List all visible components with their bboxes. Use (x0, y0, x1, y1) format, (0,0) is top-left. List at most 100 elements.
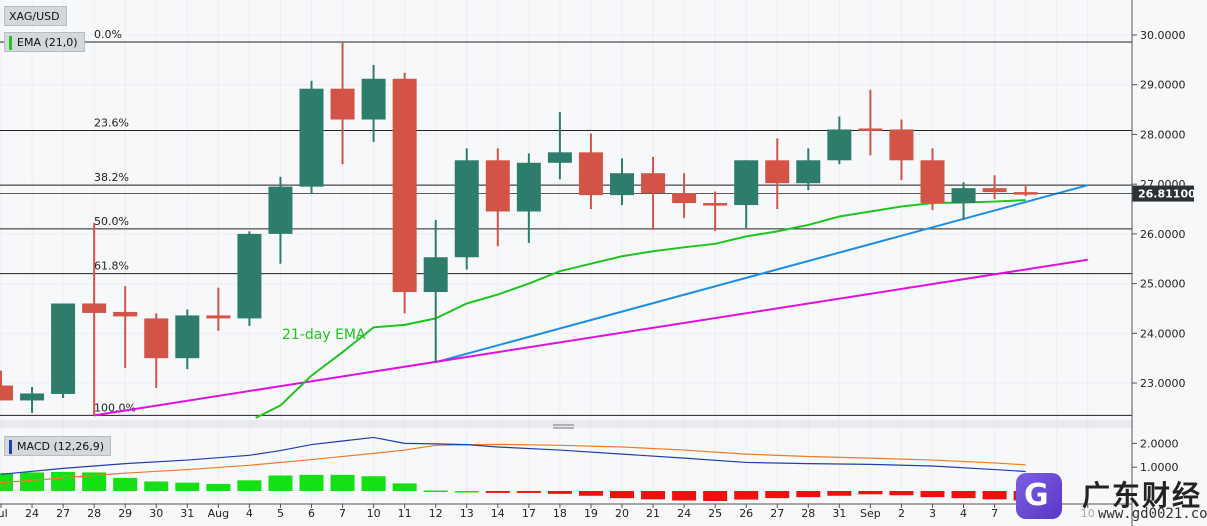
candle-body (423, 257, 448, 293)
macd-histogram-bar (20, 472, 45, 491)
x-tick-label: 4 (960, 507, 967, 520)
ema21-line (255, 199, 1026, 419)
x-tick-label: 13 (460, 507, 474, 520)
candle-body (827, 129, 852, 161)
candle-body (734, 160, 759, 206)
ema-legend: EMA (21,0) (4, 32, 85, 52)
lower-trend-line (93, 258, 1088, 417)
macd-histogram-bar (578, 491, 603, 496)
macd-histogram-bar (206, 483, 231, 491)
ema-annotation-label: 21-day EMA (282, 327, 366, 343)
x-tick-label: 24 (677, 507, 691, 520)
macd-tick-label: 1.0000 (1140, 461, 1179, 474)
candle-body (516, 162, 541, 212)
fibonacci-level-label: 50.0% (94, 215, 129, 228)
y-tick-label: 26.0000 (1140, 228, 1186, 241)
x-tick-label: 31 (180, 507, 194, 520)
macd-histogram-bar (858, 491, 883, 495)
macd-histogram-bar (454, 491, 479, 493)
price-tag-value: 26.81100 (1138, 188, 1196, 201)
candle-body (578, 152, 603, 196)
macd-histogram-bar (516, 491, 541, 493)
x-tick-label: 24 (25, 507, 39, 520)
x-tick-label: 6 (308, 507, 315, 520)
candle-body (454, 160, 479, 258)
x-tick-label: Aug (208, 507, 229, 520)
candle-body (982, 188, 1007, 193)
macd-histogram-bar (330, 474, 355, 491)
price-tag-box (1132, 185, 1194, 202)
candle-body (144, 318, 169, 359)
x-tick-label: 28 (801, 507, 815, 520)
macd-histogram-bar (144, 481, 169, 491)
x-tick-label: 29 (118, 507, 132, 520)
candle-body (858, 128, 883, 131)
macd-histogram-bar (951, 491, 976, 499)
candle-body (485, 160, 510, 212)
y-tick-label: 29.0000 (1140, 79, 1186, 92)
fibonacci-level-label: 61.8% (94, 260, 129, 273)
macd-histogram-bar (361, 476, 386, 491)
x-tick-label: 4 (246, 507, 253, 520)
macd-histogram-bar (485, 491, 510, 493)
macd-histogram-bar (268, 475, 293, 491)
macd-legend: MACD (12,26,9) (4, 436, 112, 456)
macd-histogram-bar (175, 482, 200, 491)
y-tick-label: 25.0000 (1140, 278, 1186, 291)
fibonacci-level-label: 38.2% (94, 171, 129, 184)
candle-body (672, 193, 697, 204)
x-tick-label: 10 (367, 507, 381, 520)
macd-histogram-bar (641, 491, 666, 500)
macd-histogram-bar (734, 491, 759, 500)
x-tick-label: 28 (87, 507, 101, 520)
candle-body (951, 188, 976, 204)
x-tick-label: 25 (708, 507, 722, 520)
macd-histogram-bar (982, 491, 1007, 500)
macd-histogram-bar (547, 491, 572, 494)
macd-signal-line (0, 443, 1026, 484)
x-tick-label: 10 (1081, 507, 1095, 520)
watermark-url: www.gd0021.com (1098, 506, 1207, 522)
candle-body (299, 88, 324, 187)
panel-separator (0, 420, 1132, 428)
x-tick-label: Sep (860, 507, 881, 520)
x-tick-label: 27 (770, 507, 784, 520)
x-tick-label: 18 (553, 507, 567, 520)
candle-body (1013, 192, 1038, 195)
candle-body (610, 173, 634, 196)
candle-body (113, 311, 138, 317)
fibonacci-level-label: 0.0% (94, 28, 122, 41)
price-axis-area (1132, 0, 1207, 526)
macd-tick-label: 2.0000 (1140, 437, 1179, 450)
candle-body (0, 385, 13, 401)
candle-body (765, 160, 790, 184)
x-tick-label: 27 (56, 507, 70, 520)
candle-body (20, 393, 45, 401)
macd-histogram-bar (889, 491, 914, 496)
y-tick-label: 28.0000 (1140, 128, 1186, 141)
x-tick-label: 5 (277, 507, 284, 520)
x-tick-label: 11 (398, 507, 412, 520)
x-tick-label: 14 (491, 507, 505, 520)
candle-body (392, 78, 417, 293)
x-tick-label: 17 (522, 507, 536, 520)
macd-histogram-bar (113, 477, 138, 491)
x-tick-label: 3 (929, 507, 936, 520)
x-tick-label: 26 (739, 507, 753, 520)
macd-histogram-bar (423, 490, 448, 493)
x-tick-label: Jul (0, 507, 8, 520)
candle-body (889, 129, 914, 161)
symbol-label: XAG/USD (4, 6, 67, 26)
watermark-title: 广东财经 (1082, 479, 1203, 512)
macd-histogram-bar (237, 480, 262, 491)
watermark-logo: G (1016, 473, 1062, 519)
macd-histogram-bar (51, 471, 76, 491)
candle-body (82, 303, 107, 313)
macd-histogram-bar (920, 491, 945, 498)
candle-body (330, 88, 355, 120)
macd-histogram-bar (796, 491, 821, 498)
x-tick-label: 19 (584, 507, 598, 520)
x-tick-label: 7 (991, 507, 998, 520)
macd-histogram-bar (82, 472, 107, 491)
